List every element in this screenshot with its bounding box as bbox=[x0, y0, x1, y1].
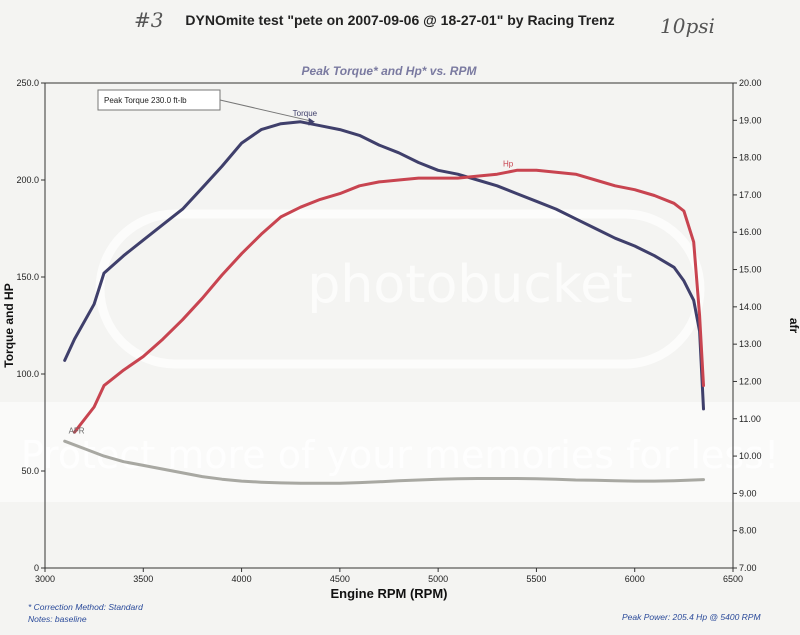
y-right-tick-label: 15.00 bbox=[739, 265, 762, 275]
chart-labels: 3000 3500 4000 4500 5000 5500 6000 6500 0 50.0 100… bbox=[2, 64, 800, 601]
x-tick-label: 6500 bbox=[723, 574, 743, 584]
dyno-test-title: DYNOmite test "pete on 2007-09-06 @ 18-2… bbox=[185, 12, 615, 28]
handwritten-boost-note: 10psi bbox=[660, 14, 715, 38]
series-line-hp bbox=[73, 168, 705, 434]
y-right-tick-label: 9.00 bbox=[739, 488, 757, 498]
photobucket-watermark: photobucket Protect more of your memories… bbox=[0, 209, 800, 502]
chart-series bbox=[63, 120, 705, 485]
peak-torque-annotation-text: Peak Torque 230.0 ft-lb bbox=[104, 96, 187, 105]
y-right-tick-label: 20.00 bbox=[739, 78, 762, 88]
y-right-tick-label: 8.00 bbox=[739, 526, 757, 536]
x-tick-label: 6000 bbox=[625, 574, 645, 584]
y-left-tick-label: 100.0 bbox=[16, 369, 39, 379]
series-line-torque bbox=[63, 120, 705, 411]
y-left-tick-label: 0 bbox=[34, 563, 39, 573]
plot-frame bbox=[44, 82, 734, 569]
x-tick-label: 3000 bbox=[35, 574, 55, 584]
x-tick-label: 4500 bbox=[330, 574, 350, 584]
chart-title: Peak Torque* and Hp* vs. RPM bbox=[302, 64, 478, 78]
y-right-tick-label: 17.00 bbox=[739, 190, 762, 200]
watermark-banner-text: Protect more of your memories for less! bbox=[21, 433, 779, 477]
x-tick-label: 5500 bbox=[526, 574, 546, 584]
watermark-logo-text: photobucket bbox=[307, 255, 632, 315]
y-left-tick-label: 50.0 bbox=[21, 466, 39, 476]
peak-torque-arrowhead bbox=[308, 117, 315, 126]
y-right-tick-label: 18.00 bbox=[739, 153, 762, 163]
y-right-tick-label: 10.00 bbox=[739, 451, 762, 461]
chart-axes bbox=[41, 82, 737, 572]
x-tick-label: 4000 bbox=[232, 574, 252, 584]
x-axis-label: Engine RPM (RPM) bbox=[331, 586, 448, 601]
y-right-tick-label: 14.00 bbox=[739, 302, 762, 312]
y-right-tick-label: 16.00 bbox=[739, 227, 762, 237]
series-line-afr bbox=[63, 439, 705, 485]
y-left-axis-label: Torque and HP bbox=[2, 283, 16, 367]
x-tick-label: 5000 bbox=[428, 574, 448, 584]
peak-power-text: Peak Power: 205.4 Hp @ 5400 RPM bbox=[622, 612, 761, 622]
y-right-tick-label: 7.00 bbox=[739, 563, 757, 573]
y-right-tick-label: 19.00 bbox=[739, 115, 762, 125]
correction-method-note: * Correction Method: Standard bbox=[28, 602, 143, 612]
y-right-axis-label: afr bbox=[787, 318, 800, 334]
y-left-tick-label: 150.0 bbox=[16, 272, 39, 282]
series-name-label-hp: Hp bbox=[503, 159, 514, 168]
peak-torque-pointer-line bbox=[219, 99, 315, 123]
y-right-tick-label: 11.00 bbox=[739, 414, 761, 424]
series-name-label-afr: AFR bbox=[69, 427, 85, 436]
handwritten-run-number: #3 bbox=[134, 8, 164, 32]
y-left-tick-label: 250.0 bbox=[16, 78, 39, 88]
y-right-tick-label: 13.00 bbox=[739, 339, 762, 349]
y-left-tick-label: 200.0 bbox=[16, 175, 39, 185]
x-tick-label: 3500 bbox=[133, 574, 153, 584]
series-name-label-torque: Torque bbox=[293, 109, 318, 118]
y-right-tick-label: 12.00 bbox=[739, 376, 762, 386]
notes-text: Notes: baseline bbox=[28, 614, 87, 624]
watermark-banner bbox=[0, 402, 800, 502]
